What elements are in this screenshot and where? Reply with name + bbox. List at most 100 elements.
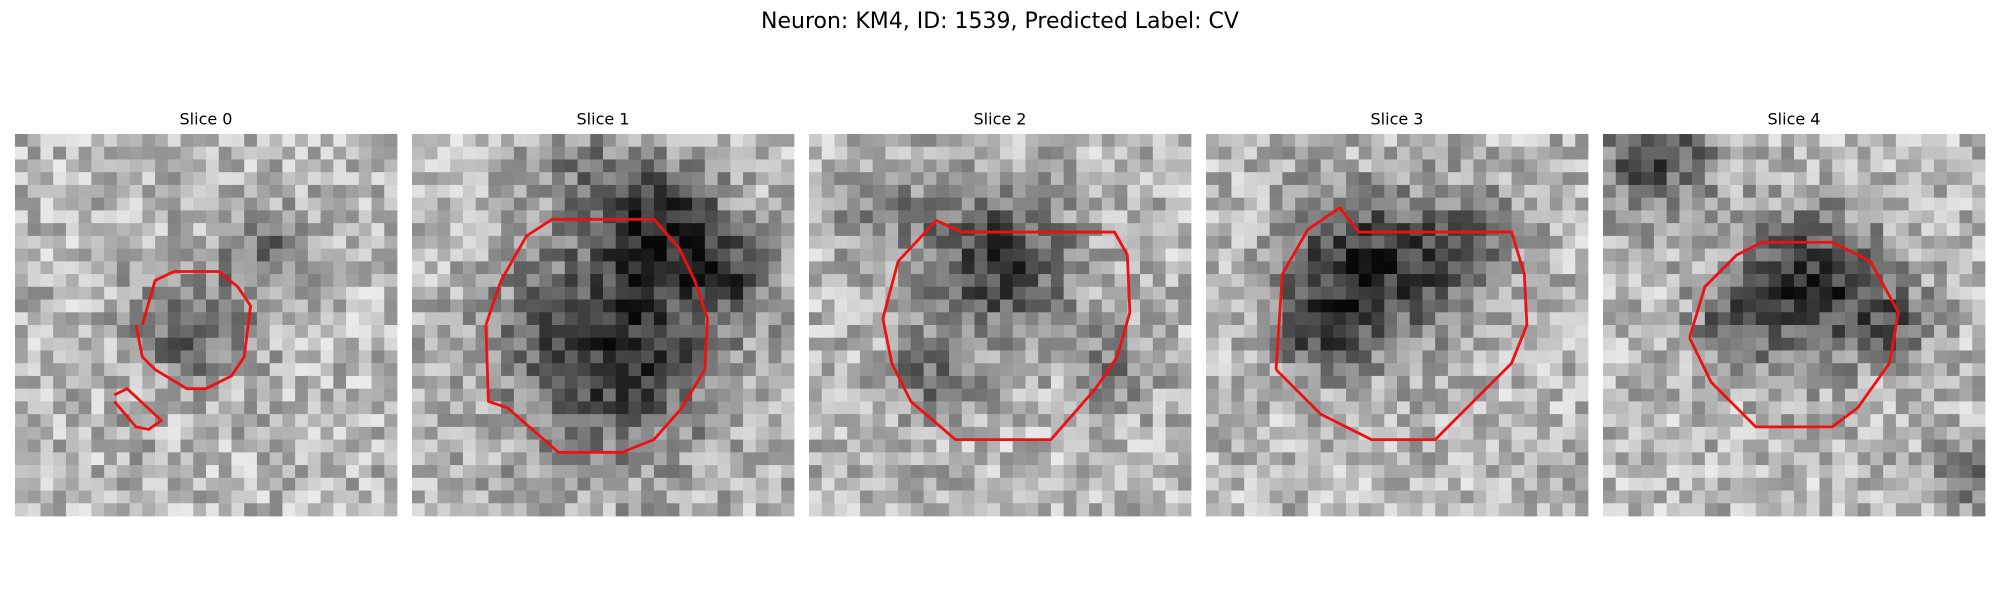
pixel (218, 146, 232, 160)
pixel (1972, 159, 1986, 173)
pixel (462, 490, 477, 504)
pixel (1781, 286, 1795, 300)
pixel (1781, 337, 1795, 351)
pixel (847, 363, 861, 377)
pixel (1025, 503, 1039, 517)
pixel (1781, 350, 1795, 364)
pixel (475, 184, 489, 199)
pixel (859, 172, 874, 186)
pixel (1269, 184, 1283, 199)
pixel (1641, 452, 1655, 466)
pixel (666, 146, 680, 160)
pixel (295, 159, 309, 173)
pixel (1346, 503, 1360, 517)
pixel (1231, 146, 1245, 160)
pixel (1717, 452, 1731, 466)
pixel (1295, 477, 1309, 491)
pixel (885, 465, 899, 479)
pixel (1794, 248, 1808, 262)
pixel (1206, 312, 1220, 326)
pixel (987, 134, 1001, 148)
pixel (809, 465, 823, 479)
pixel (1231, 261, 1245, 275)
pixel (885, 159, 899, 173)
pixel (346, 503, 360, 517)
pixel (180, 439, 194, 453)
pixel (1857, 426, 1871, 440)
pixel (768, 184, 782, 199)
pixel (949, 414, 963, 428)
pixel (27, 286, 41, 300)
pixel (1946, 325, 1960, 339)
pixel (961, 312, 975, 326)
pixel (1768, 172, 1782, 186)
pixel (1972, 350, 1986, 364)
pixel (1089, 426, 1103, 440)
pixel (847, 299, 861, 313)
pixel (78, 375, 92, 390)
pixel (1244, 210, 1258, 224)
pixel (40, 223, 54, 237)
pixel (244, 350, 258, 364)
pixel (1244, 414, 1258, 428)
pixel (590, 388, 604, 402)
pixel (603, 299, 617, 313)
pixel (1127, 312, 1141, 326)
pixel (872, 261, 886, 275)
pixel (539, 286, 553, 300)
pixel (1832, 363, 1846, 377)
pixel (15, 172, 29, 186)
pixel (1730, 235, 1744, 249)
pixel (40, 414, 54, 428)
pixel (1498, 172, 1512, 186)
pixel (424, 490, 438, 504)
panel-image (412, 134, 795, 517)
pixel (501, 414, 515, 428)
pixel (1781, 146, 1795, 160)
pixel (1038, 299, 1052, 313)
pixel (1000, 261, 1014, 275)
pixel (974, 134, 988, 148)
pixel (1409, 439, 1423, 453)
pixel (1447, 299, 1462, 313)
pixel (384, 426, 398, 440)
pixel (437, 235, 451, 249)
pixel (923, 134, 937, 148)
pixel (821, 274, 835, 288)
pixel (1870, 439, 1884, 453)
pixel (1409, 503, 1423, 517)
pixel (1562, 210, 1576, 224)
pixel (1972, 439, 1986, 453)
pixel (1231, 134, 1245, 148)
pixel (333, 325, 347, 339)
pixel (155, 350, 169, 364)
pixel (1857, 261, 1871, 275)
pixel (1218, 146, 1232, 160)
pixel (513, 465, 527, 479)
pixel (1244, 197, 1258, 211)
pixel (1473, 210, 1487, 224)
pixel (206, 146, 220, 160)
pixel (1218, 375, 1232, 390)
pixel (412, 197, 426, 211)
pixel (1295, 465, 1309, 479)
pixel (666, 286, 680, 300)
pixel (1537, 197, 1551, 211)
pixel (206, 452, 220, 466)
pixel (1908, 426, 1922, 440)
pixel (1397, 146, 1411, 160)
pixel (1857, 159, 1871, 173)
pixel (1603, 401, 1617, 415)
pixel (412, 375, 426, 390)
pixel (615, 210, 629, 224)
pixel (1908, 146, 1922, 160)
pixel (1152, 325, 1166, 339)
pixel (384, 414, 398, 428)
pixel (577, 235, 591, 249)
pixel (15, 490, 29, 504)
pixel (462, 337, 477, 351)
pixel (653, 235, 668, 249)
pixel (371, 414, 385, 428)
pixel (961, 235, 975, 249)
pixel (40, 350, 54, 364)
